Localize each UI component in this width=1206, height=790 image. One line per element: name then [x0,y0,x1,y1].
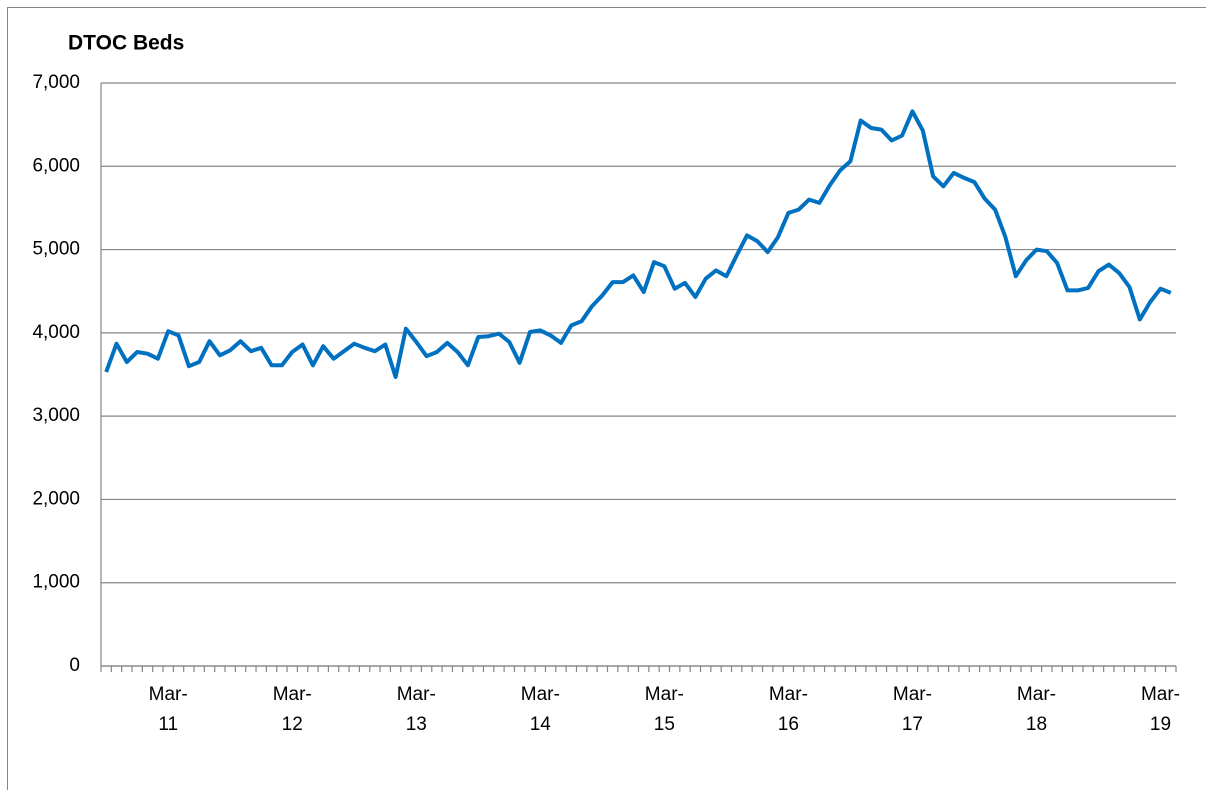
y-tick-label: 2,000 [32,488,80,509]
x-tick-label: Mar-17 [893,684,932,735]
x-tick-label: Mar-14 [521,684,560,735]
x-tick-label: Mar-13 [397,684,436,735]
data-line [104,109,1172,379]
x-tick-label: Mar-15 [645,684,684,735]
x-tick-label: Mar-12 [273,684,312,735]
y-tick-label: 1,000 [32,572,80,593]
y-tick-label: 4,000 [32,322,80,343]
chart-title: DTOC Beds [68,32,184,55]
y-tick-label: 3,000 [32,405,80,426]
y-tick-label: 6,000 [32,155,80,176]
x-tick-label: Mar-11 [149,684,188,735]
x-tick-label: Mar-16 [769,684,808,735]
y-tick-label: 5,000 [32,239,80,260]
y-tick-label: 0 [69,655,80,676]
y-tick-label: 7,000 [32,72,80,93]
x-tick-label: Mar-19 [1141,684,1180,735]
x-tick-label: Mar-18 [1017,684,1056,735]
chart-frame [7,7,1206,790]
